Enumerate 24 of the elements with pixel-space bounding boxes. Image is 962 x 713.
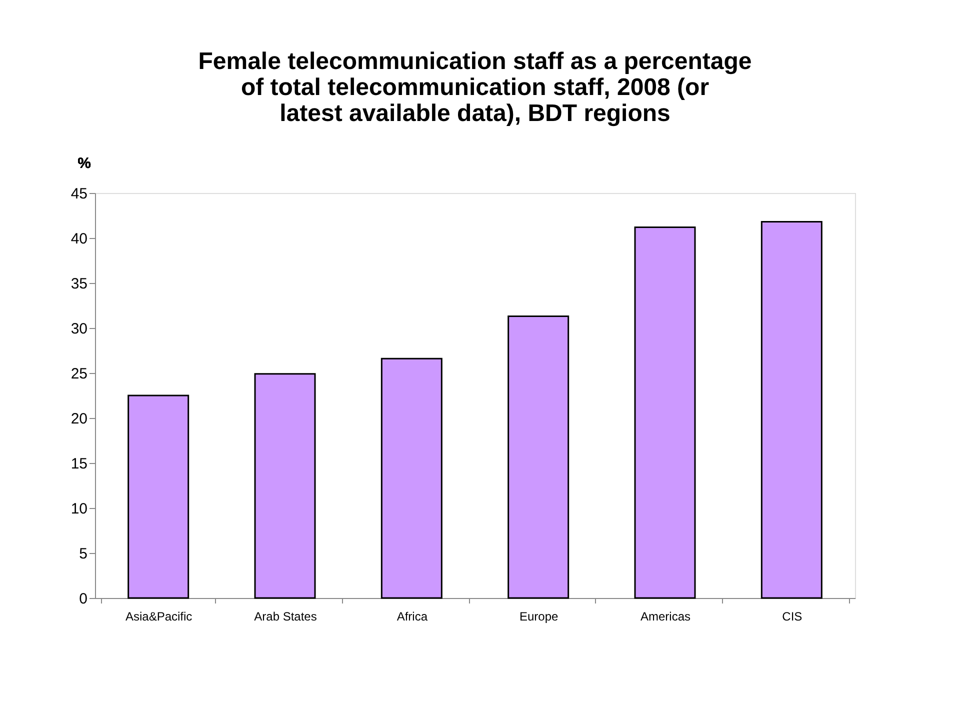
- y-tick-label: 30: [70, 320, 88, 338]
- chart-title: Female telecommunication staff as a percentage of total telecommunication staff, 2008 (or latest available data), BDT regions: [198, 48, 752, 127]
- bar: [760, 221, 822, 599]
- y-tick-label: 5: [79, 546, 88, 562]
- x-tick-label: Asia&Pacific: [125, 610, 192, 624]
- bar: [128, 394, 190, 599]
- y-tick-label: 25: [70, 366, 88, 382]
- x-tick-label: Africa: [396, 610, 428, 624]
- y-tick-label: 0: [79, 590, 88, 608]
- x-tick-label: CIS: [782, 610, 802, 624]
- y-axis-title: %: [78, 155, 91, 172]
- y-tick-label: 40: [70, 230, 88, 248]
- bar: [634, 226, 696, 599]
- x-tick-label: Americas: [640, 610, 691, 624]
- y-tick-label: 15: [70, 456, 88, 472]
- x-tick-label: Europe: [519, 610, 559, 624]
- bar: [254, 373, 316, 599]
- y-tick-label: 10: [70, 500, 88, 518]
- y-tick-label: 35: [70, 276, 88, 292]
- y-tick-label: 20: [70, 410, 88, 428]
- x-tick-label: Arab States: [254, 610, 317, 624]
- bar: [508, 316, 570, 599]
- bar: [380, 358, 442, 599]
- y-tick-label: 45: [70, 186, 88, 202]
